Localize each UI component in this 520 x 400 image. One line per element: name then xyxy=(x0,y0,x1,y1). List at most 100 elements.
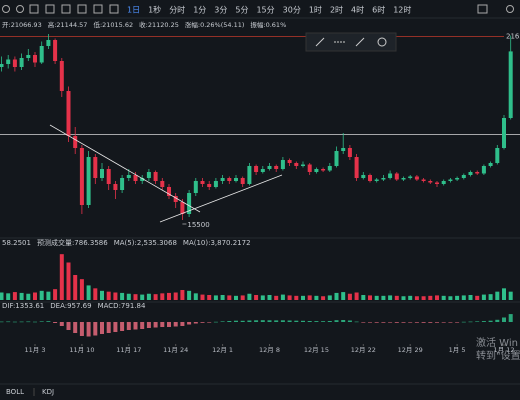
interval-tab[interactable]: 4时 xyxy=(351,5,364,15)
x-tick-label: 11月 10 xyxy=(69,346,94,354)
x-tick-label: 12月 22 xyxy=(351,346,376,354)
macd-bar xyxy=(448,322,453,323)
icon[interactable] xyxy=(61,4,71,14)
volume-bar xyxy=(441,295,446,300)
interval-tab[interactable]: 1分 xyxy=(193,6,206,15)
volume-bar xyxy=(361,295,366,300)
macd-bar xyxy=(133,322,138,330)
interval-tab[interactable]: 30分 xyxy=(283,6,301,15)
volume-bar xyxy=(368,295,372,300)
volume-bar xyxy=(146,293,151,300)
macd-header: DEA:957.69 xyxy=(50,302,91,310)
volume-bar xyxy=(227,295,232,300)
volume-bar xyxy=(187,290,192,300)
macd-bar xyxy=(173,322,178,327)
interval-tab[interactable]: 6时 xyxy=(372,5,385,15)
interval-tab[interactable]: 1时 xyxy=(309,5,322,15)
bottom-tab[interactable]: KDJ xyxy=(42,388,54,396)
macd-bar xyxy=(39,321,44,322)
tool-icon[interactable] xyxy=(355,37,365,47)
volume-bar xyxy=(6,293,11,300)
macd-bar xyxy=(106,322,111,333)
interval-tab[interactable]: 2时 xyxy=(330,5,343,15)
candle-body xyxy=(260,169,265,172)
bottom-tab[interactable]: BOLL xyxy=(6,388,24,396)
macd-bar xyxy=(227,321,232,322)
x-tick-label: 12月 1 xyxy=(212,346,233,354)
tool-box xyxy=(305,32,397,52)
macd-bar xyxy=(468,321,473,323)
volume-bar xyxy=(26,293,31,300)
volume-bar xyxy=(247,293,252,300)
x-tick-label: 1月 5 xyxy=(449,346,466,354)
volume-bar xyxy=(495,291,500,300)
candle-body xyxy=(334,151,339,166)
volume-bar xyxy=(428,295,433,300)
volume-bar xyxy=(448,296,453,300)
volume-bar xyxy=(113,292,118,300)
volume-bar xyxy=(455,295,460,300)
macd-bar xyxy=(19,321,24,323)
interval-tab[interactable]: 15分 xyxy=(256,6,274,15)
interval-tab[interactable]: 1日 xyxy=(127,6,140,15)
tool-icon[interactable] xyxy=(377,37,387,47)
volume-bar xyxy=(19,292,24,300)
interval-tab[interactable]: 12时 xyxy=(393,5,411,15)
candle-body xyxy=(46,40,51,46)
icon[interactable] xyxy=(506,5,514,13)
candle-body xyxy=(341,148,346,151)
macd-bar xyxy=(488,320,493,322)
macd-bar xyxy=(414,322,419,323)
candle-body xyxy=(193,181,198,193)
icon[interactable] xyxy=(45,4,55,14)
candle-body xyxy=(0,64,4,67)
volume-header: 预测成交量:786.3586 xyxy=(37,238,108,247)
candle-body xyxy=(73,136,78,148)
macd-bar xyxy=(254,320,259,322)
volume-bar xyxy=(59,254,64,300)
macd-bar xyxy=(495,319,500,322)
macd-bar xyxy=(481,321,486,322)
macd-bar xyxy=(461,321,466,323)
candle-body xyxy=(227,178,232,181)
interval-tab[interactable]: 1秒 xyxy=(148,5,161,15)
candle-body xyxy=(234,178,238,181)
volume-bar xyxy=(321,296,326,300)
icon[interactable] xyxy=(2,5,10,13)
candle-body xyxy=(59,61,64,91)
interval-tab[interactable]: 5分 xyxy=(235,6,248,15)
candle-body xyxy=(19,58,24,67)
candle-body xyxy=(421,179,426,181)
candle-body xyxy=(53,40,58,61)
volume-bar xyxy=(120,292,125,300)
macd-bar xyxy=(160,322,165,327)
icon[interactable] xyxy=(16,5,24,13)
macd-bar xyxy=(240,320,245,322)
icon[interactable] xyxy=(29,4,39,14)
candle-body xyxy=(247,166,252,184)
icon[interactable] xyxy=(93,4,103,14)
interval-tab[interactable]: 分时 xyxy=(169,5,185,15)
macd-header: MACD:791.84 xyxy=(98,302,146,310)
x-tick-label: 12月 15 xyxy=(304,346,329,354)
volume-bar xyxy=(307,295,312,300)
candle-body xyxy=(388,173,393,178)
price-tag-bg xyxy=(504,31,520,42)
candle-body xyxy=(93,157,98,178)
icon[interactable] xyxy=(109,4,119,14)
volume-bar xyxy=(73,275,78,300)
macd-bar xyxy=(441,322,446,323)
info-field: 高:21144.57 xyxy=(48,20,88,29)
candle-body xyxy=(314,169,319,172)
volume-bar xyxy=(327,295,332,300)
info-field: 收:21120.25 xyxy=(139,20,179,29)
icon[interactable] xyxy=(77,4,87,14)
volume-bar xyxy=(280,294,285,300)
candle-body xyxy=(361,175,366,178)
interval-tab[interactable]: 3分 xyxy=(214,6,227,15)
tool-icon[interactable] xyxy=(315,37,325,47)
volume-bar xyxy=(254,295,259,300)
watermark: 激活 Win xyxy=(476,336,518,349)
icon[interactable] xyxy=(477,4,488,14)
macd-bar xyxy=(334,320,339,322)
